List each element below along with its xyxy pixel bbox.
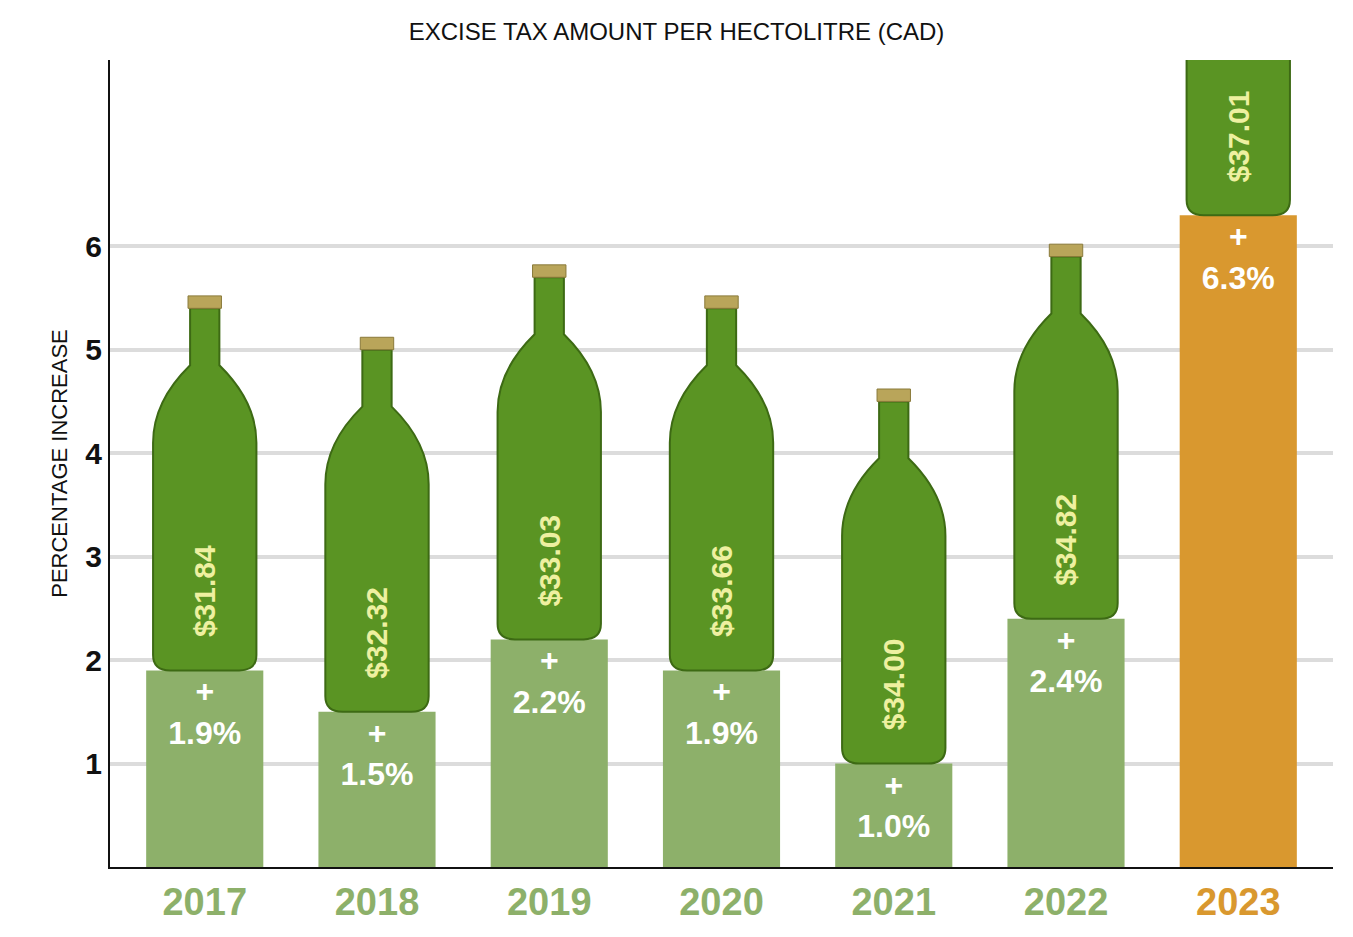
svg-text:$33.66: $33.66 — [705, 545, 738, 637]
svg-text:2020: 2020 — [679, 881, 764, 923]
svg-text:+1.0%: +1.0% — [857, 767, 930, 845]
svg-text:6: 6 — [85, 230, 102, 263]
svg-text:2018: 2018 — [335, 881, 420, 923]
svg-text:+1.5%: +1.5% — [341, 715, 414, 793]
svg-text:+1.9%: +1.9% — [685, 673, 758, 751]
svg-text:3: 3 — [85, 540, 102, 573]
svg-text:EXCISE TAX AMOUNT PER HECTOLIT: EXCISE TAX AMOUNT PER HECTOLITRE (CAD) — [409, 18, 945, 45]
svg-text:+2.4%: +2.4% — [1030, 622, 1103, 700]
svg-text:$32.32: $32.32 — [360, 587, 393, 679]
svg-text:+2.2%: +2.2% — [513, 642, 586, 720]
svg-text:$34.82: $34.82 — [1049, 494, 1082, 586]
svg-text:+6.3%: +6.3% — [1202, 218, 1275, 296]
svg-text:2017: 2017 — [162, 881, 247, 923]
svg-text:1: 1 — [85, 747, 102, 780]
svg-text:2022: 2022 — [1024, 881, 1109, 923]
svg-text:5: 5 — [85, 333, 102, 366]
svg-text:PERCENTAGE INCREASE: PERCENTAGE INCREASE — [47, 329, 72, 598]
svg-text:$33.03: $33.03 — [533, 515, 566, 607]
svg-text:$34.00: $34.00 — [877, 638, 910, 730]
svg-text:2023: 2023 — [1196, 881, 1281, 923]
svg-text:$37.01: $37.01 — [1222, 91, 1255, 183]
svg-text:$31.84: $31.84 — [188, 545, 221, 637]
svg-text:4: 4 — [85, 437, 102, 470]
svg-text:2019: 2019 — [507, 881, 592, 923]
svg-text:2021: 2021 — [851, 881, 936, 923]
svg-text:2: 2 — [85, 644, 102, 677]
svg-text:+1.9%: +1.9% — [168, 673, 241, 751]
